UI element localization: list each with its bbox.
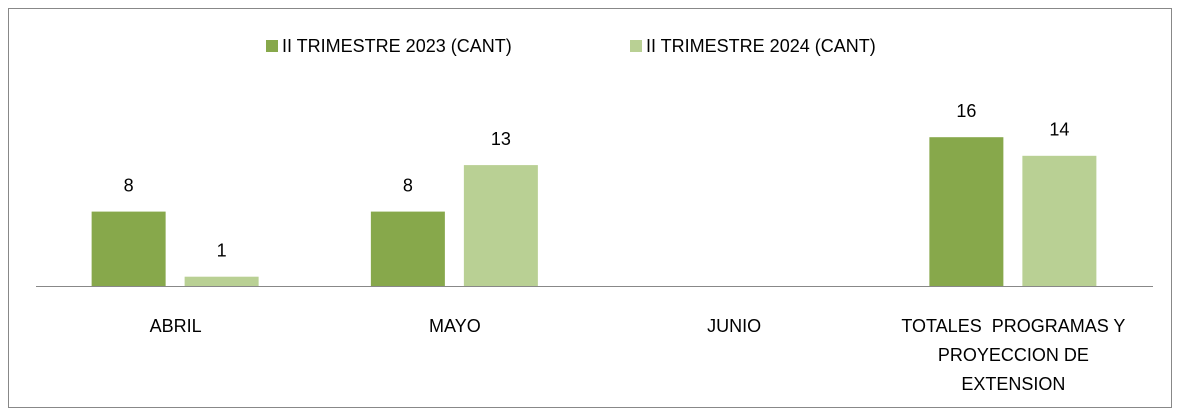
data-label: 8 xyxy=(124,175,134,195)
data-label: 8 xyxy=(403,175,413,195)
legend-label: II TRIMESTRE 2023 (CANT) xyxy=(282,36,512,56)
bar xyxy=(1022,155,1097,286)
bar xyxy=(184,276,259,286)
x-tick-label: ABRIL xyxy=(149,316,202,336)
legend-label: II TRIMESTRE 2024 (CANT) xyxy=(646,36,876,56)
bar xyxy=(929,137,1004,286)
x-tick-label: TOTALES PROGRAMAS Y PROYECCION DE EXTENS… xyxy=(901,316,1131,394)
legend-swatch xyxy=(630,40,642,52)
bar xyxy=(463,165,538,286)
data-label: 16 xyxy=(956,101,976,121)
data-label: 14 xyxy=(1049,120,1069,140)
legend-swatch xyxy=(266,40,278,52)
bar xyxy=(91,211,166,286)
bar xyxy=(370,211,445,286)
data-label: 1 xyxy=(217,240,227,260)
data-label: 13 xyxy=(491,129,511,149)
x-tick-label: JUNIO xyxy=(707,316,762,336)
x-tick-label: MAYO xyxy=(429,316,481,336)
